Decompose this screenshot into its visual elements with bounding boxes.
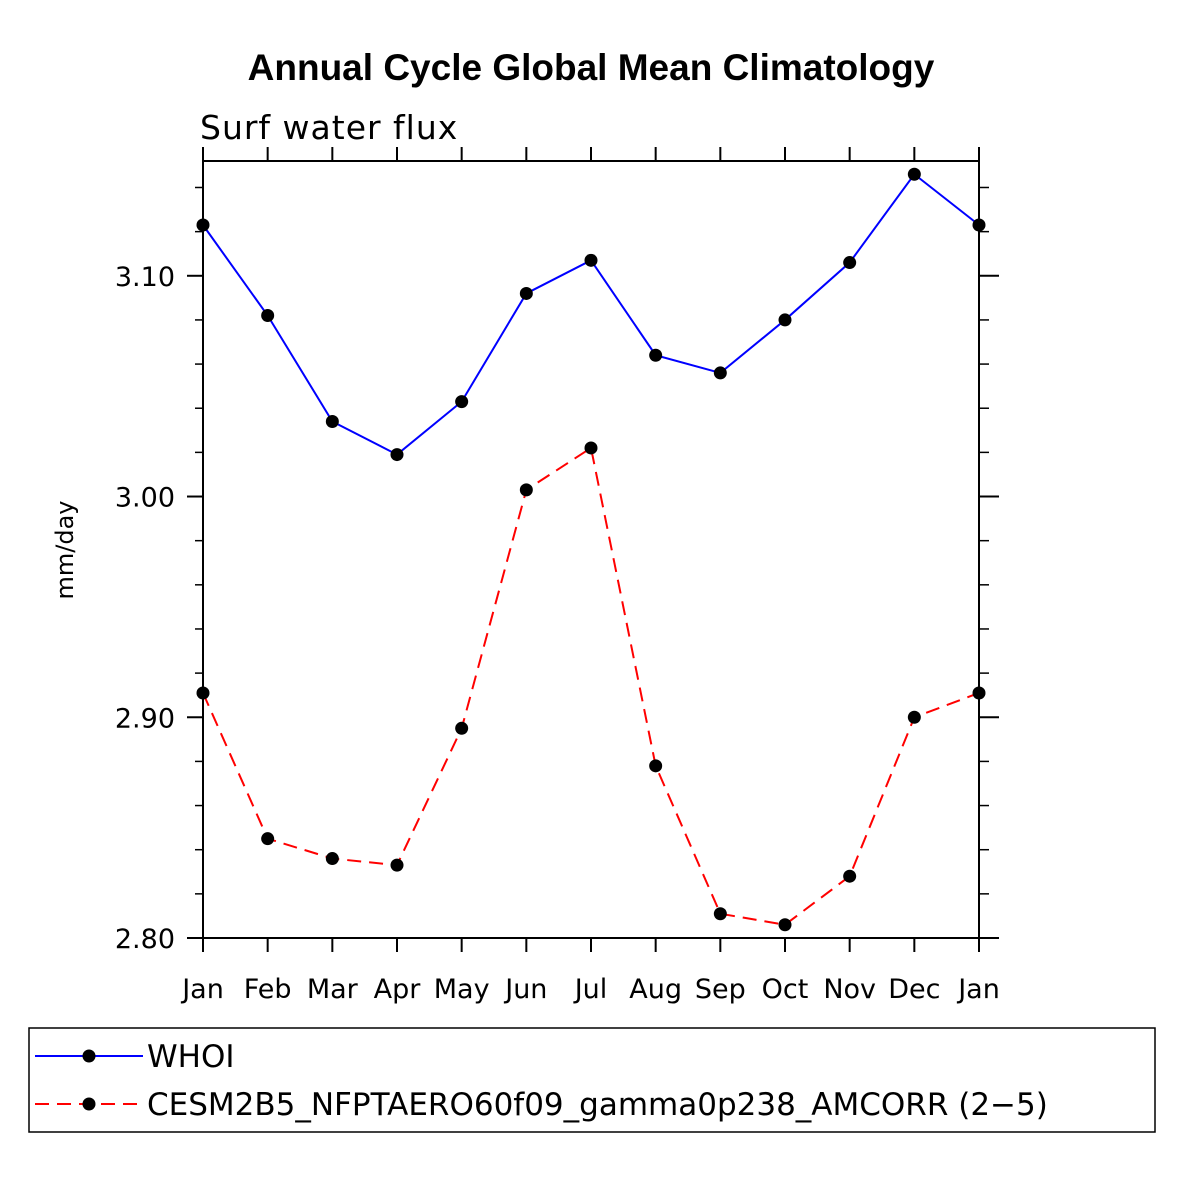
x-axis: Jan Feb Mar Apr May Jun Jul Aug Sep Oct Nov Dec Jan <box>180 147 1000 1005</box>
series-2-point <box>455 721 469 735</box>
series-1-point <box>584 253 598 267</box>
x-tick-label: Nov <box>823 974 876 1005</box>
y-axis-label: mm/day <box>51 501 79 600</box>
series-2-point <box>390 858 404 872</box>
legend-marker-1 <box>82 1049 96 1063</box>
series-layer <box>196 167 986 932</box>
series-1-point <box>390 448 404 462</box>
series-2-point <box>196 686 210 700</box>
series-line-2 <box>202 446 980 926</box>
series-1-point <box>843 256 857 270</box>
series-2-point <box>972 686 986 700</box>
x-tick-label: Jul <box>573 974 608 1005</box>
x-tick-label: Jan <box>180 974 224 1005</box>
y-tick-label: 3.10 <box>115 262 175 293</box>
x-tick-label: Mar <box>307 974 359 1005</box>
plot-border <box>202 160 980 939</box>
y-axis: 2.80 2.90 3.00 3.10 <box>115 186 999 955</box>
series-2-point <box>778 918 792 932</box>
x-tick-label: Sep <box>695 974 746 1005</box>
y-tick-label: 2.80 <box>115 924 175 955</box>
legend-box <box>28 1027 1156 1133</box>
series-2-point <box>713 907 727 921</box>
series-1-point <box>778 313 792 327</box>
y-tick-label: 3.00 <box>115 483 175 514</box>
y-tick-label: 2.90 <box>115 703 175 734</box>
chart-subtitle: Surf water flux <box>200 108 458 147</box>
x-tick-label: May <box>434 974 490 1005</box>
x-tick-label: Jun <box>503 974 547 1005</box>
series-2-point <box>519 483 533 497</box>
series-2-point <box>584 441 598 455</box>
series-2-point <box>261 832 275 846</box>
plot-frame <box>202 160 980 939</box>
series-2-point <box>907 710 921 724</box>
series-1-point <box>972 218 986 232</box>
series-line-1 <box>202 172 980 456</box>
x-tick-label: Apr <box>374 974 422 1005</box>
x-tick-label: Dec <box>888 974 940 1005</box>
series-2-point <box>325 852 339 866</box>
x-tick-label: Aug <box>629 974 682 1005</box>
legend-label-2: CESM2B5_NFPTAERO60f09_gamma0p238_AMCORR … <box>147 1087 1048 1123</box>
series-1-point <box>196 218 210 232</box>
legend: WHOI CESM2B5_NFPTAERO60f09_gamma0p238_AMC… <box>28 1027 1156 1133</box>
series-1-point <box>261 309 275 323</box>
chart-title: Annual Cycle Global Mean Climatology <box>248 47 935 88</box>
x-tick-label: Feb <box>244 974 292 1005</box>
legend-label-1: WHOI <box>147 1039 235 1075</box>
legend-marker-2 <box>82 1097 96 1111</box>
series-1-point <box>455 395 469 409</box>
series-1-point <box>649 348 663 362</box>
series-1-point <box>907 167 921 181</box>
series-2-point <box>843 869 857 883</box>
series-2-point <box>649 759 663 773</box>
x-tick-label: Oct <box>762 974 809 1005</box>
x-tick-label: Jan <box>956 974 1000 1005</box>
series-1-point <box>325 414 339 428</box>
series-1-point <box>519 286 533 300</box>
series-1-point <box>713 366 727 380</box>
